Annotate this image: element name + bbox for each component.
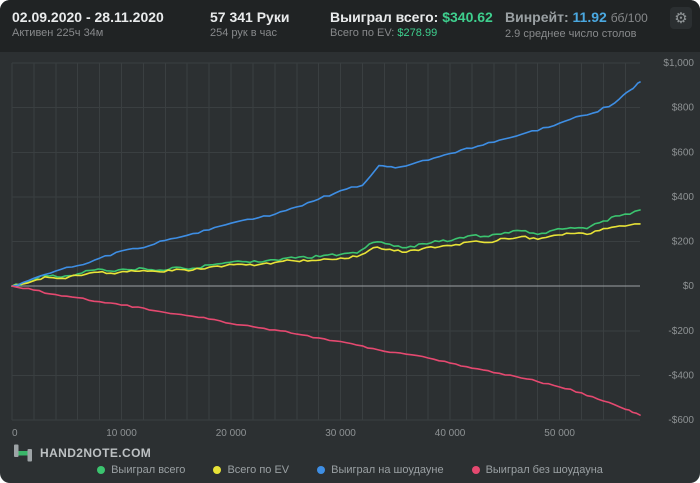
- winnings-block: Выиграл всего: $340.62 Всего по EV: $278…: [330, 8, 493, 41]
- y-axis-label: $800: [672, 103, 695, 114]
- won-total-line: Выиграл всего: $340.62: [330, 8, 493, 26]
- legend-label: Всего по EV: [227, 463, 290, 476]
- chart-legend: Выиграл всего Всего по EV Выиграл на шоуда…: [0, 453, 700, 483]
- x-axis-label: 30 000: [325, 428, 356, 439]
- hand2note-logo-icon: [14, 444, 32, 462]
- ev-total-label: Всего по EV:: [330, 27, 395, 39]
- chart-area: $1,000 $800 $600 $400 $200 $0 -$200 -$400 -$600 0…: [0, 52, 700, 462]
- legend-label: Выиграл всего: [111, 463, 186, 476]
- y-axis-label: -$400: [668, 370, 694, 381]
- legend-item-1: Всего по EV: [213, 464, 289, 476]
- legend-dot-icon: [97, 465, 106, 474]
- winrate-line: Винрейт: 11.92 бб/100: [505, 8, 648, 27]
- x-axis-label: 20 000: [216, 428, 247, 439]
- series-line-1: [11, 223, 641, 287]
- y-axis-label: $1,000: [663, 58, 694, 69]
- avg-tables: 2.9 среднее число столов: [505, 28, 637, 40]
- active-time: Активен 225ч 34м: [12, 27, 104, 39]
- winnings-graph: $1,000 $800 $600 $400 $200 $0 -$200 -$400 -$600 0…: [11, 58, 695, 439]
- date-range-block: 02.09.2020 - 28.11.2020 Активен 225ч 34м: [12, 8, 164, 41]
- stats-header: 02.09.2020 - 28.11.2020 Активен 225ч 34м…: [0, 0, 700, 52]
- legend-dot-icon: [317, 465, 326, 474]
- winrate-block: Винрейт: 11.92 бб/100 2.9 среднее число …: [505, 8, 648, 42]
- legend-item-0: Выиграл всего: [97, 464, 185, 476]
- hands-count: 57 341 Руки: [210, 9, 290, 25]
- legend-label: Выиграл без шоудауна: [485, 463, 603, 476]
- series-line-2: [11, 81, 641, 287]
- winrate-value: 11.92: [572, 9, 607, 25]
- won-total-value: $340.62: [442, 9, 493, 25]
- won-total-label: Выиграл всего:: [330, 9, 439, 25]
- ev-total-value: $278.99: [397, 27, 438, 39]
- x-axis-label: 50 000: [544, 428, 575, 439]
- date-range: 02.09.2020 - 28.11.2020: [12, 9, 164, 25]
- legend-item-2: Выиграл на шоудауне: [317, 463, 444, 476]
- settings-gear-icon[interactable]: ⚙: [670, 7, 692, 29]
- hands-block: 57 341 Руки 254 рук в час: [210, 8, 289, 41]
- legend-dot-icon: [471, 465, 480, 474]
- x-axis-label: 40 000: [435, 428, 466, 439]
- y-axis-label: -$200: [668, 326, 694, 337]
- y-axis-label: $600: [672, 147, 695, 158]
- winrate-label: Винрейт:: [505, 9, 569, 25]
- x-axis-label: 0: [12, 428, 18, 439]
- hands-per-hour: 254 рук в час: [210, 27, 278, 39]
- series-line-0: [11, 209, 641, 287]
- x-axis-label: 10 000: [106, 428, 137, 439]
- legend-label: Выиграл на шоудауне: [331, 463, 444, 476]
- hand2note-logo: HAND2NOTE.COM: [12, 442, 151, 464]
- winrate-unit: бб/100: [610, 11, 648, 25]
- ev-total-line: Всего по EV: $278.99: [330, 26, 493, 41]
- legend-dot-icon: [213, 465, 222, 474]
- y-axis-label: $200: [672, 237, 695, 248]
- y-axis-label: $0: [683, 281, 695, 292]
- legend-item-3: Выиграл без шоудауна: [471, 463, 603, 476]
- y-axis-label: $400: [672, 192, 695, 203]
- hand2note-logo-text: HAND2NOTE.COM: [40, 446, 152, 460]
- y-axis-label: -$600: [668, 415, 694, 426]
- series-line-3: [11, 285, 641, 416]
